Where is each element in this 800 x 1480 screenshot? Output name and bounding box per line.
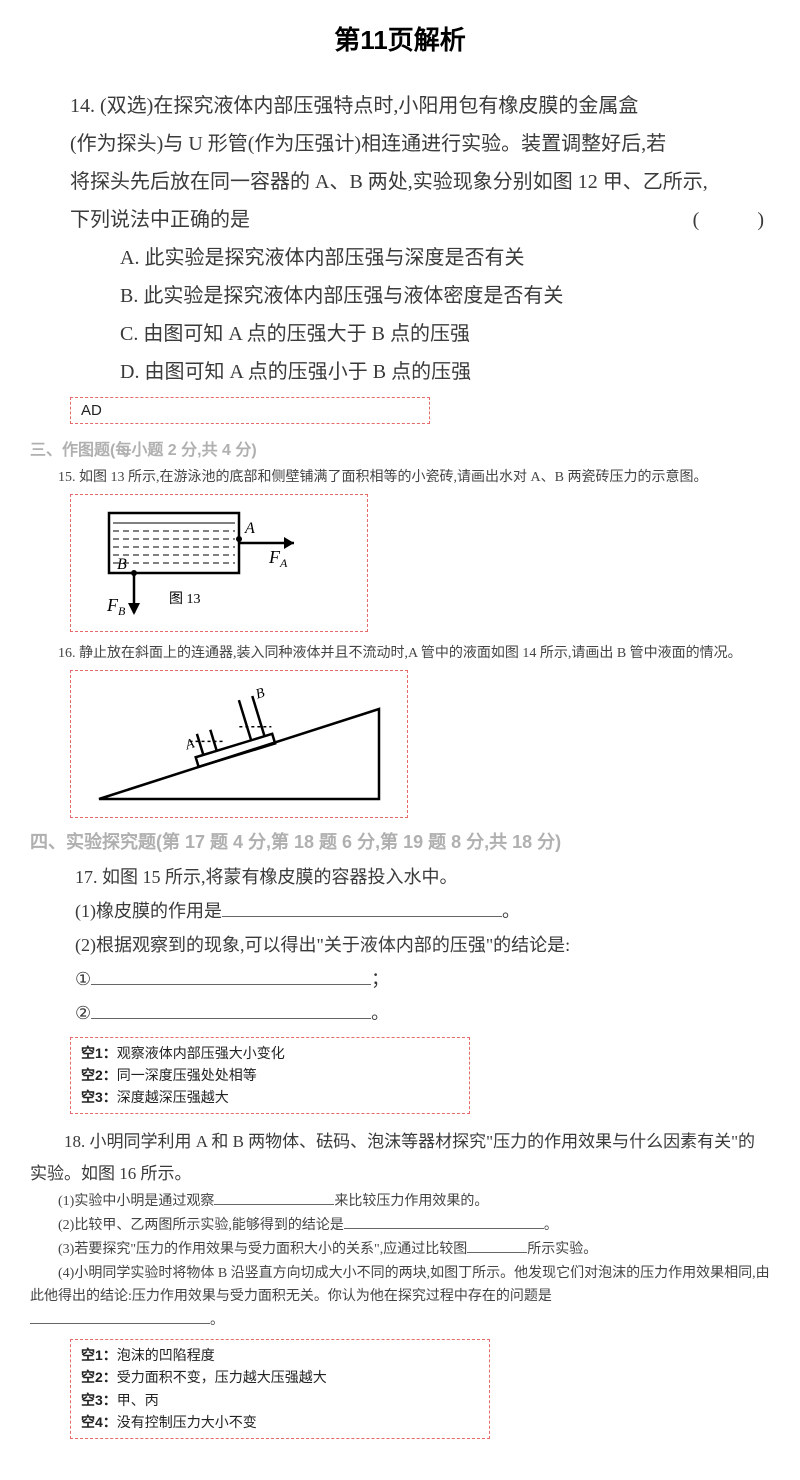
section-3-header: 三、作图题(每小题 2 分,共 4 分) bbox=[30, 436, 770, 460]
q17-l1: 17. 如图 15 所示,将蒙有橡皮膜的容器投入水中。 bbox=[30, 860, 770, 894]
q17-blank2 bbox=[91, 966, 371, 985]
q17-a1-label: 空1： bbox=[81, 1045, 117, 1061]
q18-sub4: (4)小明同学实验时将物体 B 沿竖直方向切成大小不同的两块,如图丁所示。他发现… bbox=[30, 1262, 770, 1310]
q14-option-a: A. 此实验是探究液体内部压强与深度是否有关 bbox=[120, 239, 770, 277]
q14-answer: AD bbox=[70, 397, 430, 424]
q16-figure-box: A B bbox=[70, 670, 408, 818]
q18-sub2: (2)比较甲、乙两图所示实验,能够得到的结论是 bbox=[58, 1218, 344, 1233]
q18-a2-label: 空2： bbox=[81, 1369, 117, 1385]
page-title: 第11页解析 bbox=[30, 20, 770, 57]
q18-blank2 bbox=[344, 1214, 544, 1229]
q16-label-A: A bbox=[183, 736, 197, 753]
q18-blank3 bbox=[467, 1238, 527, 1253]
q15-figlabel: 图 13 bbox=[169, 592, 201, 607]
q18-blank4 bbox=[30, 1309, 210, 1324]
q14-option-d: D. 由图可知 A 点的压强小于 B 点的压强 bbox=[120, 353, 770, 391]
q14-l1: 在探究液体内部压强特点时,小阳用包有橡皮膜的金属盒 bbox=[153, 95, 638, 117]
q18-a3: 甲、丙 bbox=[117, 1392, 159, 1408]
svg-text:FA: FA bbox=[268, 547, 288, 570]
question-17: 17. 如图 15 所示,将蒙有橡皮膜的容器投入水中。 (1)橡皮膜的作用是。 … bbox=[30, 860, 770, 1114]
q15-figure-box: A FA B FB 图 13 bbox=[70, 494, 368, 632]
q17-circ1: ① bbox=[75, 969, 91, 989]
q18-answers: 空1：泡沫的凹陷程度 空2：受力面积不变，压力越大压强越大 空3：甲、丙 空4：… bbox=[70, 1339, 490, 1439]
q18-sub3a: (3)若要探究"压力的作用效果与受力面积大小的关系",应通过比较图 bbox=[58, 1242, 467, 1257]
q16-text: 16. 静止放在斜面上的连通器,装入同种液体并且不流动时,A 管中的液面如图 1… bbox=[30, 642, 770, 666]
q14-l4: 下列说法中正确的是 bbox=[70, 209, 250, 231]
q18-a2: 受力面积不变，压力越大压强越大 bbox=[117, 1369, 327, 1385]
q17-a2-label: 空2： bbox=[81, 1067, 117, 1083]
q17-a2: 同一深度压强处处相等 bbox=[117, 1067, 257, 1083]
q14-paren: ( ) bbox=[653, 201, 770, 239]
q15-text: 15. 如图 13 所示,在游泳池的底部和侧壁铺满了面积相等的小瓷砖,请画出水对… bbox=[30, 466, 770, 490]
q17-blank1 bbox=[222, 898, 502, 917]
q15-label-B: B bbox=[117, 556, 127, 573]
q15-label-FAsub: A bbox=[279, 556, 288, 570]
q18-sub1: (1)实验中小明是通过观察 bbox=[58, 1194, 214, 1209]
q14-l2: (作为探头)与 U 形管(作为压强计)相连通进行实验。装置调整好后,若 bbox=[30, 125, 770, 163]
q14-number: 14. bbox=[70, 95, 95, 117]
svg-text:FB: FB bbox=[106, 595, 126, 618]
q18-sub3b: 所示实验。 bbox=[527, 1242, 597, 1257]
q15-diagram: A FA B FB 图 13 bbox=[79, 503, 359, 623]
q18-sub1-tail: 来比较压力作用效果的。 bbox=[334, 1194, 488, 1209]
q18-blank1 bbox=[214, 1190, 334, 1205]
section-4-header: 四、实验探究题(第 17 题 4 分,第 18 题 6 分,第 19 题 8 分… bbox=[30, 828, 770, 854]
q18-a1-label: 空1： bbox=[81, 1347, 117, 1363]
q18-a4-label: 空4： bbox=[81, 1414, 117, 1430]
q14-option-b: B. 此实验是探究液体内部压强与液体密度是否有关 bbox=[120, 277, 770, 315]
q16-label-B: B bbox=[254, 685, 267, 702]
q16-diagram: A B bbox=[79, 679, 399, 809]
question-15: 15. 如图 13 所示,在游泳池的底部和侧壁铺满了面积相等的小瓷砖,请画出水对… bbox=[30, 466, 770, 490]
q17-a3-label: 空3： bbox=[81, 1089, 117, 1105]
q17-l3: (2)根据观察到的现象,可以得出"关于液体内部的压强"的结论是: bbox=[30, 928, 770, 962]
q18-l1: 18. 小明同学利用 A 和 B 两物体、砝码、泡沫等器材探究"压力的作用效果与… bbox=[30, 1126, 770, 1191]
q15-label-FBsub: B bbox=[118, 604, 126, 618]
q17-answers: 空1：观察液体内部压强大小变化 空2：同一深度压强处处相等 空3：深度越深压强越… bbox=[70, 1037, 470, 1114]
q18-a4: 没有控制压力大小不变 bbox=[117, 1414, 257, 1430]
question-14: 14. (双选)在探究液体内部压强特点时,小阳用包有橡皮膜的金属盒 (作为探头)… bbox=[30, 87, 770, 424]
q17-a3: 深度越深压强越大 bbox=[117, 1089, 229, 1105]
q14-tag: (双选) bbox=[100, 95, 153, 117]
question-16: 16. 静止放在斜面上的连通器,装入同种液体并且不流动时,A 管中的液面如图 1… bbox=[30, 642, 770, 666]
q18-a3-label: 空3： bbox=[81, 1392, 117, 1408]
q15-label-A: A bbox=[244, 520, 255, 537]
q17-l2: (1)橡皮膜的作用是 bbox=[75, 901, 222, 921]
q14-option-c: C. 由图可知 A 点的压强大于 B 点的压强 bbox=[120, 315, 770, 353]
q17-blank3 bbox=[91, 1000, 371, 1019]
q18-a1: 泡沫的凹陷程度 bbox=[117, 1347, 215, 1363]
q14-l3: 将探头先后放在同一容器的 A、B 两处,实验现象分别如图 12 甲、乙所示, bbox=[30, 163, 770, 201]
q17-circ2: ② bbox=[75, 1003, 91, 1023]
q17-a1: 观察液体内部压强大小变化 bbox=[117, 1045, 285, 1061]
question-18: 18. 小明同学利用 A 和 B 两物体、砝码、泡沫等器材探究"压力的作用效果与… bbox=[30, 1126, 770, 1439]
